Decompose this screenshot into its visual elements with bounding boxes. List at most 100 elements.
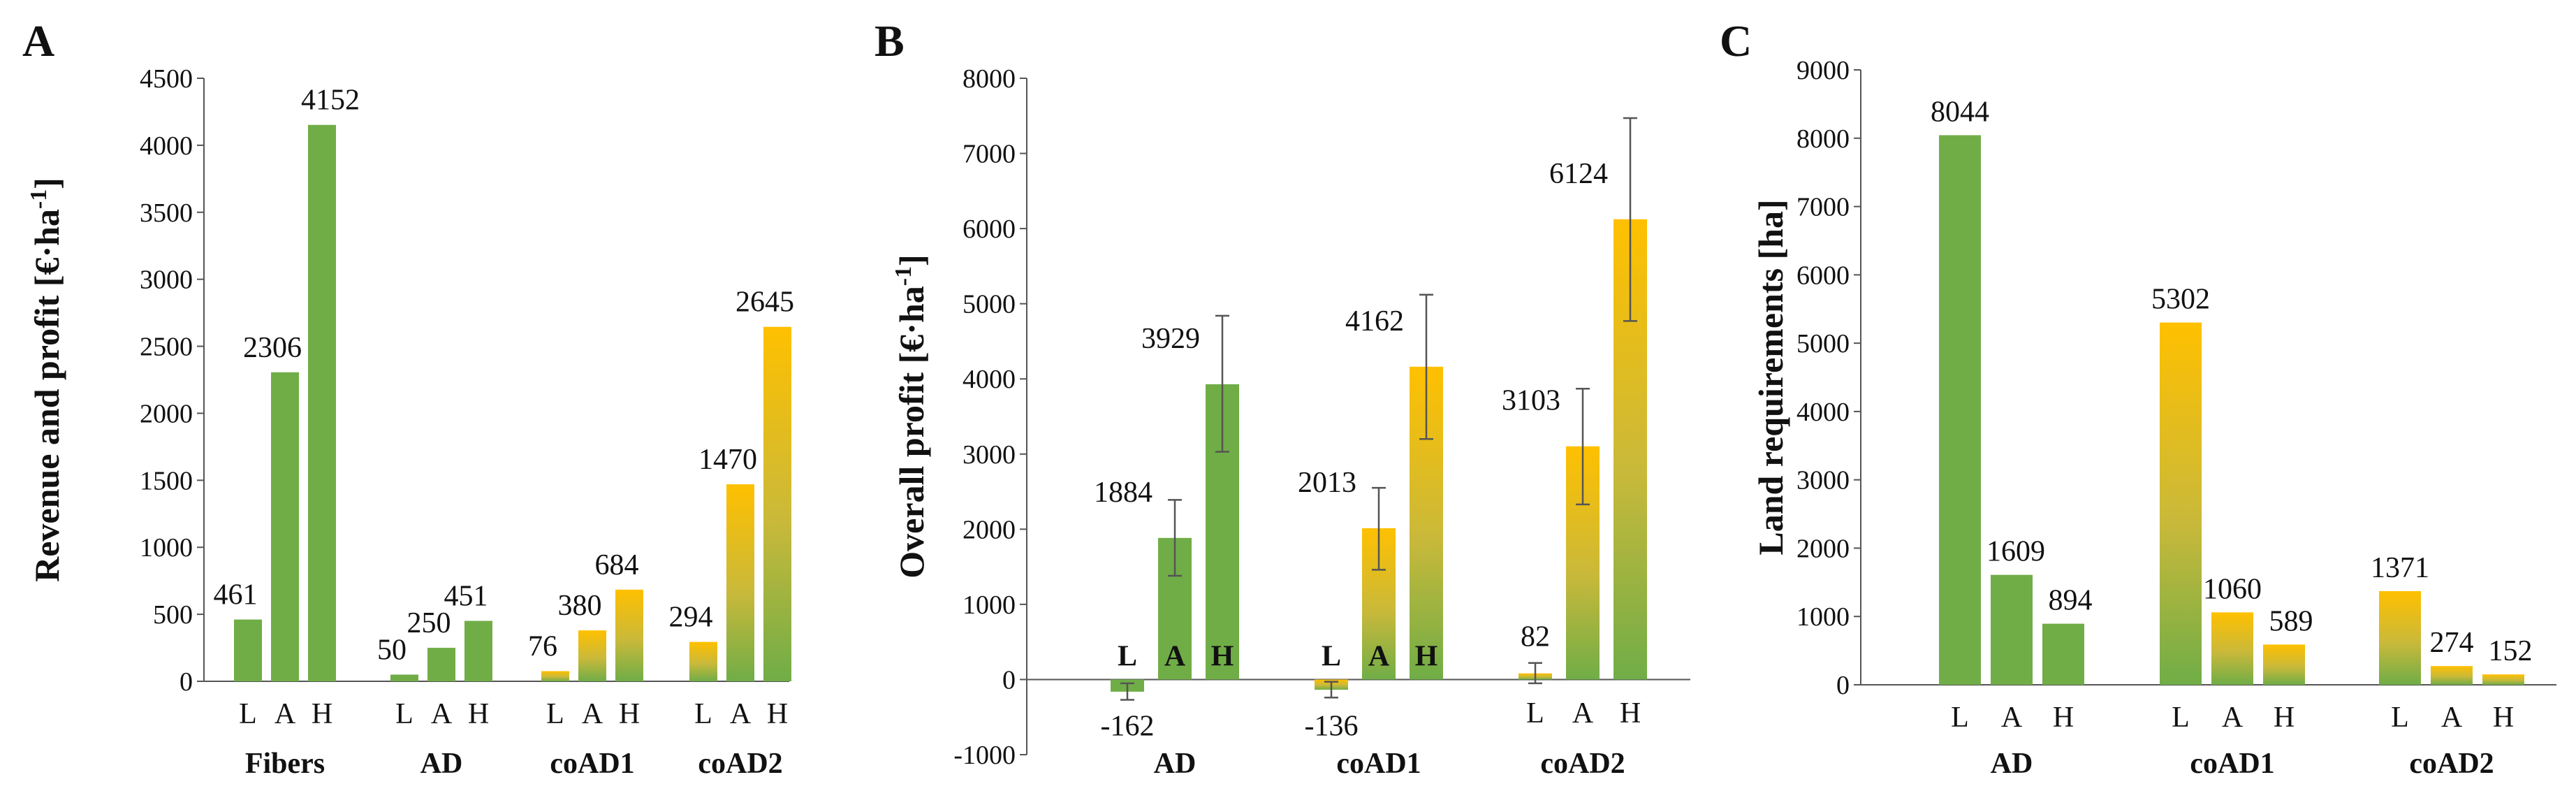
y-tick-label: 1500 (140, 466, 193, 495)
y-tick-label: 4000 (140, 131, 193, 161)
data-label: 451 (444, 581, 488, 613)
data-label: 2013 (1298, 467, 1356, 499)
x-sublabel: A (1164, 640, 1186, 672)
x-sublabel: A (431, 698, 453, 730)
data-label: 589 (2269, 605, 2313, 637)
x-group-label: coAD2 (1540, 748, 1625, 780)
bar-ad-H (464, 621, 492, 681)
y-tick-label: 500 (153, 600, 193, 630)
y-tick-label: 3000 (1796, 466, 1850, 495)
bar-ad-H (2042, 623, 2084, 685)
x-sublabel: H (312, 698, 332, 730)
x-sublabel: A (2222, 702, 2244, 734)
bar-coad2-L (689, 641, 717, 681)
bar-ad-L (390, 674, 418, 681)
data-label: 1470 (698, 444, 757, 476)
x-sublabel: A (2001, 702, 2023, 734)
y-tick-label: 2000 (963, 515, 1016, 544)
data-label: 4162 (1345, 305, 1404, 338)
data-label: 684 (595, 549, 639, 581)
data-label: 8044 (1931, 96, 1989, 128)
data-label: -136 (1305, 710, 1359, 742)
x-sublabel: A (1572, 697, 1594, 730)
x-sublabel: L (546, 698, 564, 730)
y-tick-label: 7000 (963, 140, 1016, 169)
panel-letter: B (874, 16, 905, 66)
x-sublabel: H (767, 698, 788, 730)
y-tick-label: 4000 (963, 365, 1016, 394)
data-label: 3929 (1141, 323, 1200, 355)
bar-coad2-H (2482, 674, 2524, 685)
x-sublabel: H (1620, 697, 1641, 730)
data-label: 1609 (1986, 536, 2045, 568)
panel-a: A 0 500 1000 1500 2000 2500 3000 3500 4000 4500 Rev… (22, 16, 794, 780)
y-tick-label: 6000 (1796, 261, 1850, 290)
y-tick-label: 4500 (140, 64, 193, 94)
y-tick-label: -1000 (953, 741, 1016, 770)
x-sublabel: H (2053, 702, 2074, 734)
y-axis-label: Land requirements [ha] (1751, 199, 1790, 555)
x-sublabel: A (730, 698, 752, 730)
x-sublabel: L (239, 698, 257, 730)
x-sublabel: H (619, 698, 640, 730)
data-label: 82 (1521, 621, 1550, 653)
data-label: 1884 (1094, 477, 1152, 509)
bar-coad1-L (541, 671, 569, 681)
x-sublabel: H (1415, 640, 1438, 672)
bar-ad-L (1939, 135, 1981, 685)
panel-c: C 0 1000 2000 3000 4000 5000 6000 7000 8000 9000 La… (1720, 16, 2556, 780)
x-sublabel: H (2274, 702, 2295, 734)
x-sublabel: L (1118, 640, 1137, 672)
data-label: 274 (2430, 627, 2474, 659)
bar-coad2-A (2431, 666, 2473, 685)
x-group-label: coAD2 (698, 748, 782, 780)
y-tick-label: 7000 (1796, 193, 1850, 222)
x-group-label: coAD1 (550, 748, 634, 780)
data-label: 461 (214, 579, 258, 611)
y-tick-label: 5000 (1796, 329, 1850, 358)
x-sublabel: L (395, 698, 414, 730)
data-label: 5302 (2151, 284, 2210, 316)
data-label: 152 (2489, 635, 2533, 667)
data-label: 894 (2049, 585, 2093, 617)
x-group-label: coAD1 (1336, 748, 1421, 780)
x-group-label: AD (420, 748, 463, 780)
data-label: 2645 (736, 286, 794, 319)
y-tick-label: 0 (1002, 665, 1016, 695)
panel-b: B -1000 0 1000 2000 3000 4000 5000 6000 7000 8000 O… (874, 16, 1690, 780)
y-tick-label: 1000 (1796, 602, 1850, 632)
bar-coad1-A (2211, 612, 2253, 685)
x-sublabel: L (694, 698, 712, 730)
bar-ad-A (427, 648, 455, 681)
bar-coad1-H (2263, 644, 2305, 685)
x-group-label: AD (1154, 748, 1196, 780)
y-tick-label: 1000 (963, 590, 1016, 620)
x-group-label: coAD1 (2190, 748, 2274, 780)
x-group-label: coAD2 (2409, 748, 2494, 780)
panel-letter: C (1720, 16, 1752, 66)
x-sublabel: L (1526, 697, 1544, 730)
bar-coad1-L (2160, 322, 2202, 685)
x-sublabel: A (275, 698, 296, 730)
x-group-label: Fibers (245, 748, 325, 780)
y-axis-label: Revenue and profit [€·ha-1] (26, 177, 66, 582)
x-sublabel: H (2493, 702, 2514, 734)
x-sublabel: A (2441, 702, 2463, 734)
y-tick-label: 2500 (140, 333, 193, 362)
bar-coad2-A (726, 484, 754, 681)
y-tick-label: 2000 (1796, 534, 1850, 563)
y-tick-label: 6000 (963, 215, 1016, 244)
y-tick-label: 3000 (963, 440, 1016, 470)
bar-coad2-H (763, 326, 791, 681)
y-tick-label: 8000 (1796, 124, 1850, 154)
data-label: 3103 (1502, 385, 1560, 417)
bar-coad1-H (615, 589, 643, 681)
data-label: 294 (669, 602, 713, 634)
y-tick-label: 5000 (963, 290, 1016, 319)
y-tick-label: 8000 (963, 64, 1016, 94)
y-tick-label: 0 (180, 667, 193, 697)
x-sublabel: L (1951, 702, 1969, 734)
y-tick-label: 2000 (140, 399, 193, 428)
y-tick-label: 4000 (1796, 398, 1850, 427)
